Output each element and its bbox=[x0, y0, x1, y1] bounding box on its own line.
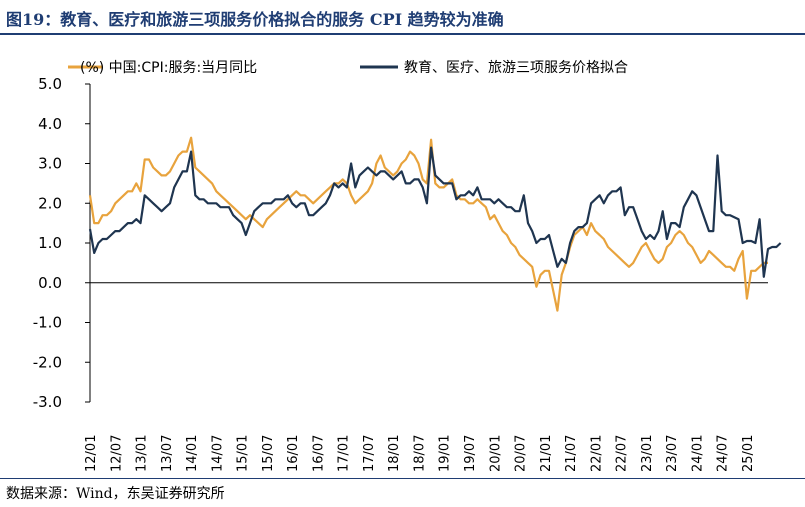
x-tick-label: 23/07 bbox=[665, 435, 680, 472]
x-tick-label: 15/01 bbox=[236, 435, 251, 472]
x-tick-label: 22/01 bbox=[589, 435, 604, 472]
x-tick-label: 15/07 bbox=[261, 435, 276, 472]
x-tick-label: 16/01 bbox=[286, 435, 301, 472]
y-axis-ticks: 5.0 4.0 3.0 2.0 1.0 0.0 -1.0 -2.0 -3.0 bbox=[33, 75, 90, 411]
y-tick-label: 0.0 bbox=[38, 274, 62, 292]
legend-label-cpi: (%) 中国:CPI:服务:当月同比 bbox=[80, 60, 257, 76]
x-tick-label: 21/01 bbox=[539, 435, 554, 472]
x-tick-label: 18/01 bbox=[387, 435, 402, 472]
source-note: 数据来源：Wind，东吴证券研究所 bbox=[6, 486, 225, 502]
y-tick-label: -1.0 bbox=[33, 314, 62, 332]
x-axis-ticks: 12/01 12/07 13/01 13/07 14/01 14/07 15/01 15/07… bbox=[84, 435, 756, 472]
y-tick-label: 5.0 bbox=[38, 75, 62, 93]
x-tick-label: 12/07 bbox=[109, 435, 124, 472]
x-tick-label: 18/07 bbox=[412, 435, 427, 472]
x-tick-label: 16/07 bbox=[311, 435, 326, 472]
y-tick-label: 2.0 bbox=[38, 194, 62, 212]
y-tick-label: 4.0 bbox=[38, 115, 62, 133]
x-tick-label: 19/01 bbox=[438, 435, 453, 472]
y-tick-label: -3.0 bbox=[33, 393, 62, 411]
x-tick-label: 17/01 bbox=[337, 435, 352, 472]
y-tick-label: 1.0 bbox=[38, 234, 62, 252]
x-tick-label: 21/07 bbox=[564, 435, 579, 472]
x-tick-label: 14/01 bbox=[185, 435, 200, 472]
x-tick-label: 24/01 bbox=[690, 435, 705, 472]
series-line-fit bbox=[88, 146, 782, 278]
footer-divider bbox=[0, 478, 805, 479]
x-tick-label: 23/01 bbox=[640, 435, 655, 472]
x-tick-label: 13/01 bbox=[135, 435, 150, 472]
title-divider bbox=[0, 33, 805, 35]
chart-series bbox=[88, 136, 782, 312]
chart-legend: (%) 中国:CPI:服务:当月同比 教育、医疗、旅游三项服务价格拟合 bbox=[68, 60, 628, 76]
y-tick-label: 3.0 bbox=[38, 155, 62, 173]
legend-label-fit: 教育、医疗、旅游三项服务价格拟合 bbox=[404, 60, 628, 76]
x-tick-label: 22/07 bbox=[615, 435, 630, 472]
x-tick-label: 19/07 bbox=[463, 435, 478, 472]
x-tick-label: 20/01 bbox=[488, 435, 503, 472]
x-tick-label: 17/07 bbox=[362, 435, 377, 472]
x-tick-label: 14/07 bbox=[210, 435, 225, 472]
y-tick-label: -2.0 bbox=[33, 353, 62, 371]
x-tick-label: 24/07 bbox=[716, 435, 731, 472]
chart-axes bbox=[89, 84, 768, 402]
x-tick-label: 20/07 bbox=[514, 435, 529, 472]
x-tick-label: 25/01 bbox=[741, 435, 756, 472]
x-tick-label: 12/01 bbox=[84, 435, 99, 472]
line-chart: (%) 中国:CPI:服务:当月同比 教育、医疗、旅游三项服务价格拟合 5.0 4.… bbox=[33, 60, 782, 472]
x-tick-label: 13/07 bbox=[160, 435, 175, 472]
figure-title: 图19：教育、医疗和旅游三项服务价格拟合的服务 CPI 趋势较为准确 bbox=[6, 10, 504, 29]
